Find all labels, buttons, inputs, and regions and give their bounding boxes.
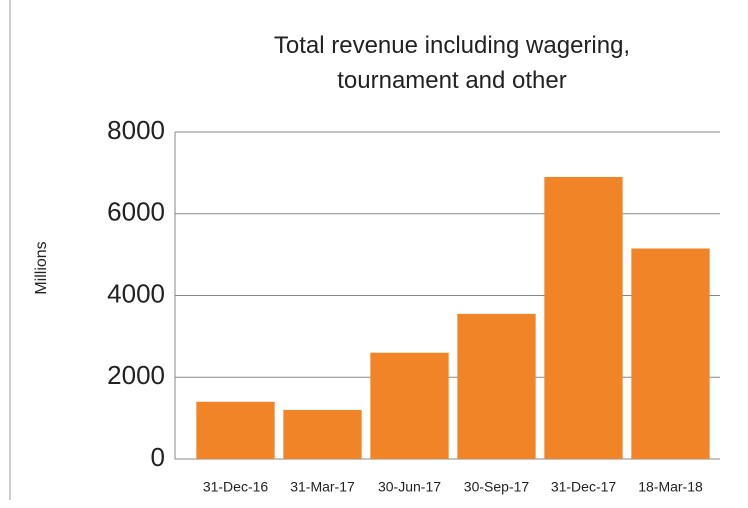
bar (631, 248, 710, 459)
x-tick-label: 18-Mar-18 (638, 479, 703, 495)
x-tick-label: 30-Sep-17 (464, 479, 530, 495)
y-axis-label: Millions (33, 241, 50, 294)
bar (457, 313, 536, 459)
x-tick-label: 31-Dec-17 (551, 479, 617, 495)
y-tick-label: 4000 (107, 278, 165, 308)
x-tick-label: 31-Mar-17 (290, 479, 355, 495)
y-tick-label: 2000 (107, 360, 165, 390)
bar (196, 401, 275, 459)
x-tick-label: 31-Dec-16 (203, 479, 269, 495)
chart-title: Total revenue including wagering, tourna… (273, 32, 631, 94)
y-tick-label: 8000 (107, 115, 165, 145)
bar (283, 409, 362, 459)
x-tick-label: 30-Jun-17 (378, 479, 441, 495)
bar (544, 176, 623, 459)
y-tick-label: 6000 (107, 197, 165, 227)
y-tick-label: 0 (151, 442, 165, 472)
bar (370, 352, 449, 459)
